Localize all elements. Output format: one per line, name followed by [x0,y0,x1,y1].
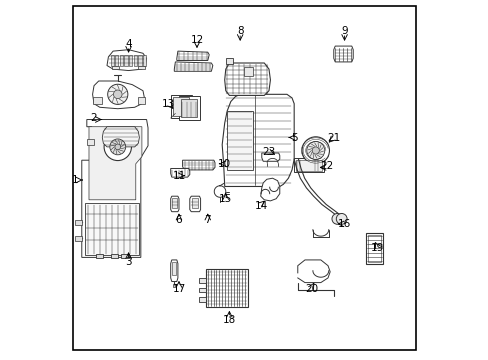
Text: 5: 5 [290,132,297,143]
Text: 8: 8 [236,26,243,36]
Circle shape [311,147,319,154]
Text: 2: 2 [90,113,97,123]
Bar [85,203,139,255]
Polygon shape [225,58,232,64]
Circle shape [306,141,324,159]
Text: 18: 18 [223,315,236,325]
Bar [367,235,381,262]
Circle shape [113,90,122,99]
Text: 1: 1 [72,175,79,185]
Bar [179,96,200,120]
Text: 20: 20 [305,284,318,294]
Text: 13: 13 [161,99,174,109]
Circle shape [331,213,342,224]
Bar [75,220,81,225]
Bar [120,55,123,66]
Bar [192,198,198,208]
Polygon shape [81,120,148,257]
Polygon shape [107,50,146,71]
Polygon shape [110,254,118,258]
Polygon shape [121,254,128,258]
Text: 4: 4 [125,39,132,49]
Bar [115,55,118,66]
Bar [124,55,127,66]
Text: 23: 23 [262,147,275,157]
Text: 9: 9 [341,26,347,36]
Bar [366,233,383,264]
Text: 15: 15 [219,194,232,204]
Bar [199,297,205,302]
Bar [227,111,253,170]
Bar [244,67,252,76]
Bar [173,97,189,116]
Bar [138,97,145,104]
Polygon shape [89,127,142,200]
Text: 11: 11 [172,171,185,181]
Text: 6: 6 [175,215,182,225]
Polygon shape [260,178,279,201]
Text: 19: 19 [369,243,383,253]
Polygon shape [170,260,178,282]
Polygon shape [92,81,144,109]
Text: 10: 10 [218,159,231,169]
Polygon shape [261,153,279,161]
Bar [171,262,176,275]
Polygon shape [177,51,209,60]
Text: 7: 7 [204,215,211,225]
Text: 14: 14 [255,201,268,211]
Bar [110,55,114,66]
Text: 12: 12 [190,35,203,45]
Circle shape [336,213,346,224]
Bar [294,158,323,172]
Circle shape [302,137,329,164]
Circle shape [110,139,125,155]
Polygon shape [189,196,200,212]
Bar [172,198,177,208]
Bar [129,55,132,66]
Polygon shape [102,127,139,147]
Bar [173,284,175,287]
Polygon shape [333,46,352,62]
Bar [199,278,205,283]
Bar [205,269,247,307]
Bar [138,55,142,66]
Polygon shape [112,66,119,69]
Circle shape [115,144,121,150]
Bar [133,55,137,66]
Bar [181,99,197,117]
Polygon shape [138,66,145,69]
Circle shape [104,133,131,161]
Text: 3: 3 [125,257,132,267]
Polygon shape [182,160,215,170]
Bar [75,236,81,241]
Polygon shape [224,63,270,95]
Bar [142,55,146,66]
Polygon shape [222,94,294,186]
Text: 22: 22 [319,161,332,171]
Bar [296,160,321,171]
Text: 21: 21 [326,132,340,143]
Bar [170,95,191,118]
Polygon shape [87,139,94,145]
Polygon shape [170,196,179,212]
Bar [199,288,205,292]
Polygon shape [170,168,189,177]
Polygon shape [174,62,212,71]
Bar [92,97,102,104]
Text: 17: 17 [172,284,185,294]
Circle shape [107,84,127,104]
Polygon shape [96,254,103,258]
Text: 16: 16 [337,219,350,229]
